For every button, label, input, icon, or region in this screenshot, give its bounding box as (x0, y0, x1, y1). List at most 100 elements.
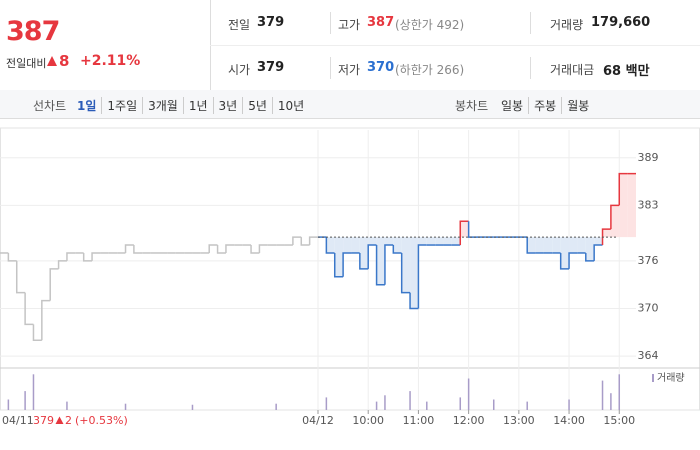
change: 8 (59, 52, 70, 70)
area (359, 237, 369, 269)
x-tick-label: 14:00 (553, 414, 585, 427)
price-step (7, 252, 17, 262)
tab[interactable]: 10년 (271, 97, 309, 114)
price-step (49, 268, 59, 301)
price-step (417, 244, 427, 309)
price: 387 (6, 16, 60, 47)
y-tick-label: 370 (638, 302, 659, 315)
stat-note: (하한가 266) (395, 63, 465, 77)
area (435, 237, 444, 246)
stat-note: (상한가 492) (395, 18, 465, 32)
period-tabs: 1일 1주일 3개월 1년 3년 5년 10년 (72, 97, 309, 114)
price-step (459, 220, 469, 246)
price-step (367, 244, 377, 269)
price-step (225, 244, 235, 253)
divider (530, 12, 531, 34)
tab[interactable]: 1주일 (101, 97, 142, 114)
volume-bar (275, 403, 277, 410)
change-rate: +2.11% (80, 53, 141, 69)
stat-value: 387 (367, 15, 395, 30)
volume-bar (426, 401, 428, 410)
tab-group-label: 봉차트 (455, 99, 489, 113)
volume-bar (492, 399, 495, 410)
area (577, 237, 586, 253)
price-step (409, 292, 419, 310)
price-step (526, 237, 536, 254)
area (418, 237, 427, 246)
tab[interactable]: 3년 (212, 97, 243, 114)
volume-bar (568, 399, 570, 410)
prev-change: 2 (65, 414, 72, 427)
price-step (585, 252, 595, 262)
area (410, 237, 419, 309)
up-icon (47, 56, 57, 66)
price-step (568, 252, 578, 269)
area (535, 237, 544, 253)
tab-bar (0, 90, 700, 119)
volume-bar (384, 395, 386, 410)
price-step (467, 221, 477, 238)
tab[interactable]: 1일 (77, 99, 97, 113)
price-step (24, 292, 34, 326)
area (585, 237, 595, 261)
x-tick-label: 04/12 (302, 414, 334, 427)
volume-bar (32, 374, 35, 410)
tab[interactable]: 월봉 (561, 97, 594, 114)
price-step (91, 252, 101, 261)
area (376, 237, 385, 285)
price-step (57, 260, 67, 269)
tab[interactable]: 주봉 (528, 97, 561, 114)
divider (530, 57, 531, 79)
area (543, 237, 553, 253)
price-step (216, 245, 226, 254)
volume-bar (375, 401, 378, 410)
legend-label: 거래량 (657, 372, 685, 384)
area (334, 237, 344, 277)
up-icon (55, 416, 64, 424)
area (393, 237, 402, 253)
area (460, 221, 469, 238)
price-step (300, 237, 310, 246)
divider (330, 12, 331, 34)
stat-label: 거래대금 (550, 63, 595, 77)
area (401, 237, 411, 293)
volume-bar (66, 401, 68, 410)
tab[interactable]: 일봉 (501, 99, 524, 113)
divider (330, 57, 331, 79)
change-label: 전일대비 (6, 57, 47, 70)
area (426, 237, 436, 246)
volume-bar (325, 397, 328, 410)
stat-label: 시가 (228, 63, 251, 77)
tab[interactable]: 1년 (182, 97, 213, 114)
price-step (559, 252, 570, 270)
price-step (359, 252, 369, 270)
tab-group-label: 선차트 (33, 99, 67, 113)
stat-value: 370 (367, 60, 395, 75)
area (368, 237, 377, 246)
tab[interactable]: 3개월 (142, 97, 183, 114)
y-tick-label: 383 (638, 198, 659, 211)
volume-bar (467, 378, 470, 410)
stat-value: 68 백만 (603, 64, 650, 79)
volume-bar (7, 399, 10, 410)
tab[interactable]: 5년 (242, 97, 272, 114)
area (527, 237, 536, 253)
volume-bar (459, 397, 462, 410)
area (326, 237, 335, 253)
candle-tabs: 일봉 주봉 월봉 (496, 97, 594, 114)
price-step (618, 172, 628, 206)
area (384, 237, 394, 246)
y-tick-label: 376 (638, 254, 659, 267)
price-step (41, 299, 51, 341)
legend-swatch (652, 374, 654, 382)
x-tick-label: 10:00 (352, 414, 384, 427)
volume-bar (191, 404, 194, 410)
stat-label: 고가 (338, 18, 361, 32)
price-step (32, 324, 42, 341)
area (619, 173, 628, 238)
price-step (333, 252, 344, 278)
price-step (384, 244, 394, 285)
price-step (593, 244, 603, 261)
area (552, 237, 561, 253)
